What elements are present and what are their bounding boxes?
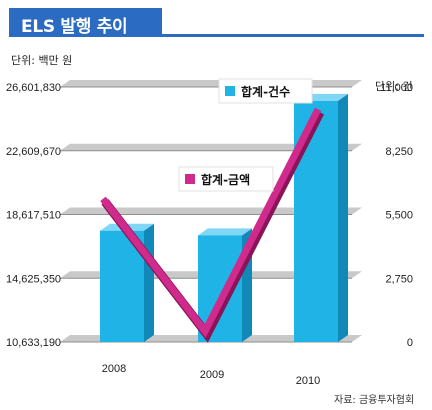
chart-title: ELS 발행 추이: [21, 17, 128, 37]
gridline: [60, 207, 362, 215]
left-axis-tick: 10,633,190: [6, 337, 61, 349]
right-axis-tick: 8,250: [385, 146, 413, 158]
right-axis-tick: 0: [407, 337, 413, 349]
legend-swatch-line: [185, 174, 195, 184]
right-axis-tick: 5,500: [385, 210, 413, 222]
left-axis-tick: 14,625,350: [6, 273, 61, 285]
bar-side: [338, 93, 348, 342]
legend-label-amount: 합계-금액: [201, 172, 250, 187]
x-axis-tick: 2009: [200, 369, 224, 381]
x-axis-tick: 2008: [102, 363, 126, 375]
legend-label-count: 합계-건수: [241, 84, 290, 99]
right-axis-tick: 11,000: [380, 82, 413, 94]
right-axis-unit: 단위: 건: [375, 80, 413, 93]
left-axis-tick: 26,601,830: [6, 82, 61, 94]
title-rule: [162, 34, 424, 37]
left-axis-tick: 18,617,510: [6, 210, 61, 222]
x-axis-tick: 2010: [296, 375, 320, 387]
bar-side: [144, 223, 154, 342]
bar-top: [198, 228, 252, 236]
left-axis-unit: 단위: 백만 원: [11, 54, 73, 67]
right-axis-tick: 2,750: [385, 273, 413, 285]
gridline: [60, 80, 362, 87]
left-axis-tick: 22,609,670: [6, 146, 61, 158]
line-series: [100, 107, 322, 338]
legend-swatch-bar: [225, 86, 235, 96]
gridline: [60, 143, 362, 151]
source-note: 자료: 금융투자협회: [334, 395, 415, 406]
chart-title-bar: ELS 발행 추이: [9, 8, 162, 37]
